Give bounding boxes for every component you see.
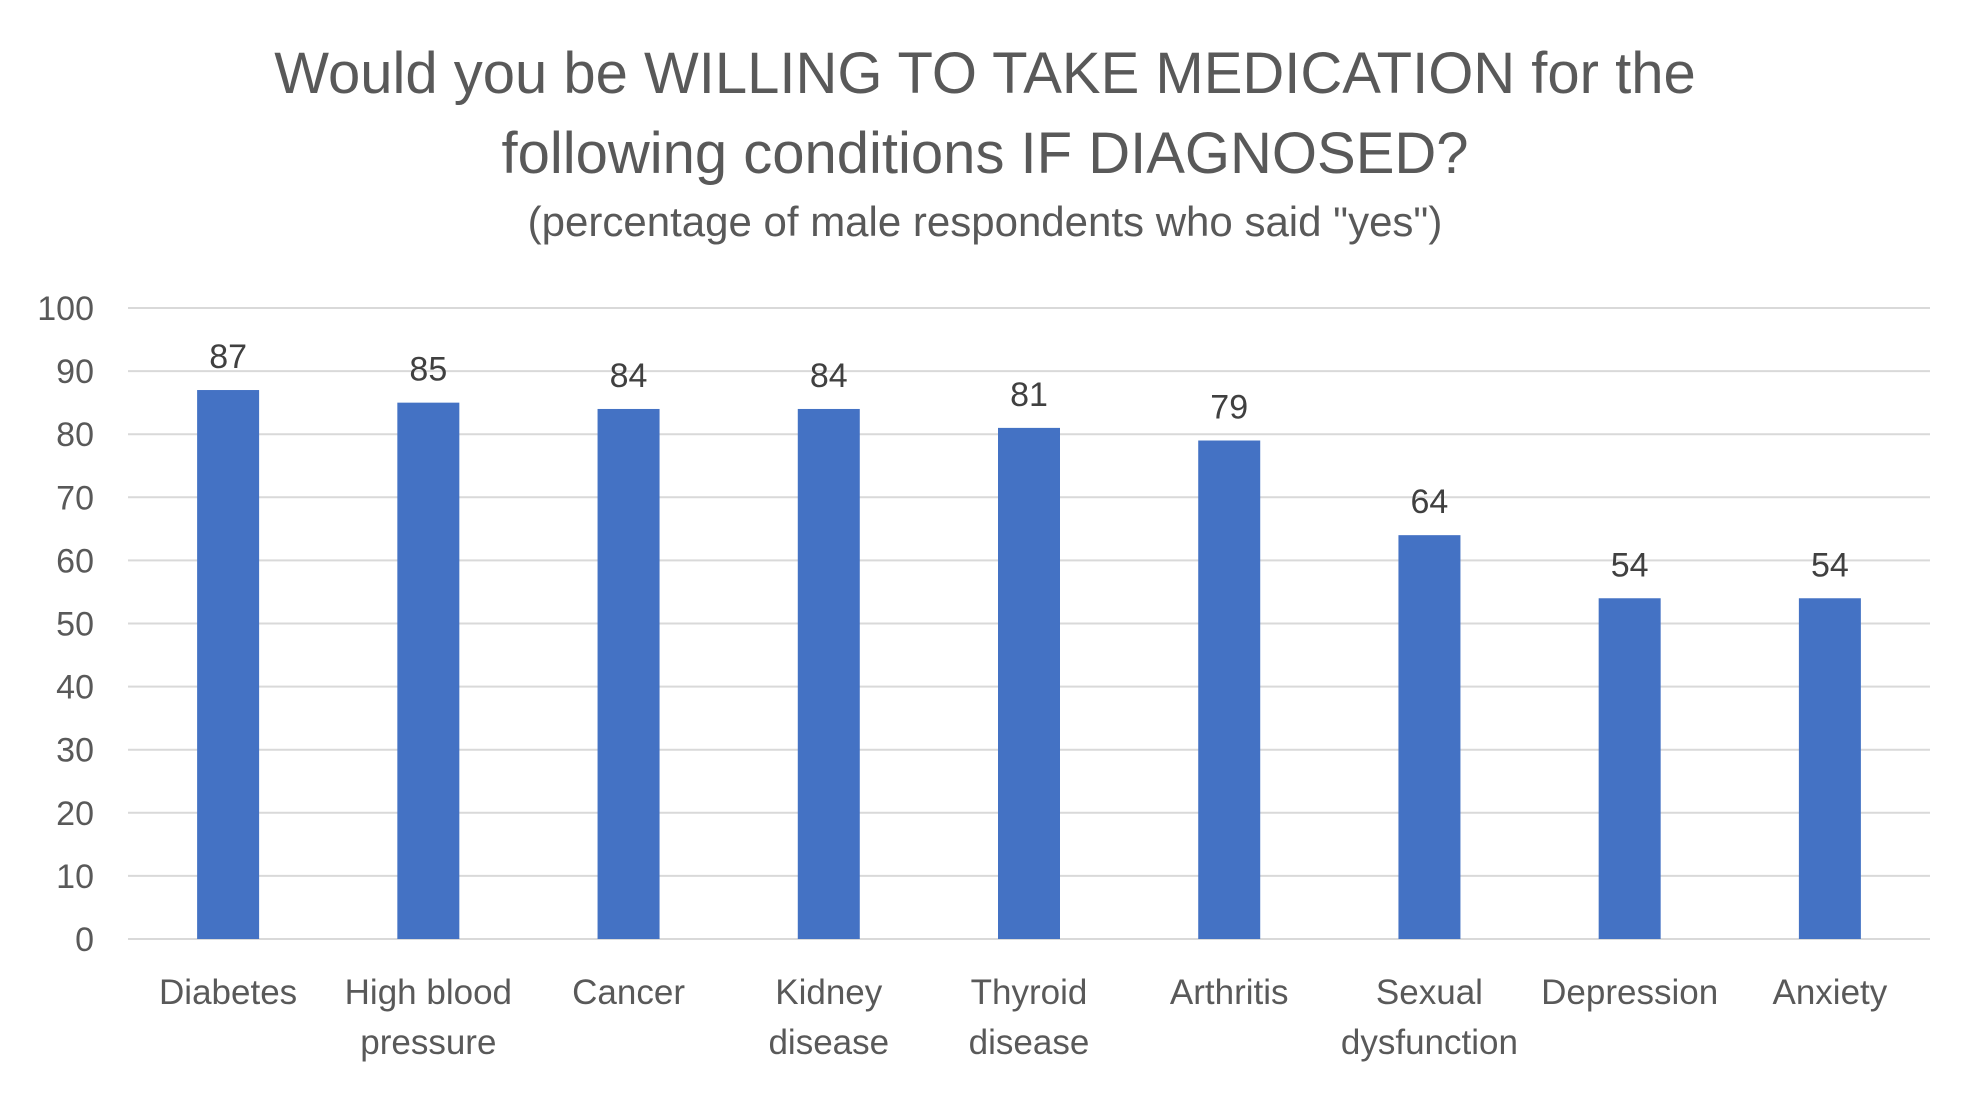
category-label-3: Kidney disease xyxy=(768,973,889,1062)
category-label-5-line-0: Arthritis xyxy=(1170,973,1289,1012)
bar-8 xyxy=(1798,598,1861,939)
bar-5 xyxy=(1198,440,1261,939)
data-label-2: 84 xyxy=(610,357,648,395)
y-tick-label-20: 20 xyxy=(56,795,94,833)
category-label-1-line-0: High blood xyxy=(345,973,512,1012)
category-label-6: Sexual dysfunction xyxy=(1341,973,1518,1062)
category-label-1-line-1: pressure xyxy=(360,1023,496,1062)
chart-subtitle: (percentage of male respondents who said… xyxy=(527,198,1443,245)
bar-1 xyxy=(397,402,460,939)
y-tick-label-10: 10 xyxy=(56,858,94,896)
data-label-4: 81 xyxy=(1010,376,1048,414)
category-label-6-line-0: Sexual xyxy=(1376,973,1483,1012)
y-tick-label-0: 0 xyxy=(75,921,94,959)
category-label-3-line-1: disease xyxy=(768,1023,889,1062)
y-tick-label-60: 60 xyxy=(56,542,94,580)
chart-title-line-1: Would you be WILLING TO TAKE MEDICATION … xyxy=(274,41,1696,106)
category-label-8-line-0: Anxiety xyxy=(1772,973,1887,1012)
category-label-7-line-0: Depression xyxy=(1541,973,1718,1012)
category-label-6-line-1: dysfunction xyxy=(1341,1023,1518,1062)
y-tick-label-50: 50 xyxy=(56,606,94,644)
data-label-6: 64 xyxy=(1411,483,1449,521)
data-label-0: 87 xyxy=(209,338,247,376)
data-label-3: 84 xyxy=(810,357,848,395)
data-label-5: 79 xyxy=(1210,389,1248,427)
category-label-3-line-0: Kidney xyxy=(775,973,883,1012)
y-tick-label-40: 40 xyxy=(56,669,94,707)
y-tick-label-90: 90 xyxy=(56,353,94,391)
category-label-0: Diabetes xyxy=(159,973,297,1012)
category-label-4-line-0: Thyroid xyxy=(971,973,1088,1012)
bar-0 xyxy=(197,390,260,939)
category-label-4-line-1: disease xyxy=(969,1023,1090,1062)
category-label-1: High blood pressure xyxy=(345,973,512,1062)
bar-2 xyxy=(597,408,660,940)
y-tick-label-100: 100 xyxy=(37,290,94,328)
y-tick-label-70: 70 xyxy=(56,479,94,517)
bar-3 xyxy=(797,408,860,940)
chart-title-line-2: following conditions IF DIAGNOSED? xyxy=(501,121,1469,186)
category-label-8: Anxiety xyxy=(1772,973,1887,1012)
bar-7 xyxy=(1598,598,1661,939)
y-tick-label-30: 30 xyxy=(56,732,94,770)
category-label-2: Cancer xyxy=(572,973,685,1012)
category-label-7: Depression xyxy=(1541,973,1718,1012)
category-label-2-line-0: Cancer xyxy=(572,973,685,1012)
bar-4 xyxy=(998,427,1060,939)
category-label-5: Arthritis xyxy=(1170,973,1289,1012)
bar-6 xyxy=(1398,535,1461,939)
category-label-0-line-0: Diabetes xyxy=(159,973,297,1012)
data-label-1: 85 xyxy=(409,351,447,389)
category-label-4: Thyroid disease xyxy=(969,973,1090,1062)
y-tick-label-80: 80 xyxy=(56,416,94,454)
data-label-7: 54 xyxy=(1611,546,1649,584)
data-label-8: 54 xyxy=(1811,546,1849,584)
